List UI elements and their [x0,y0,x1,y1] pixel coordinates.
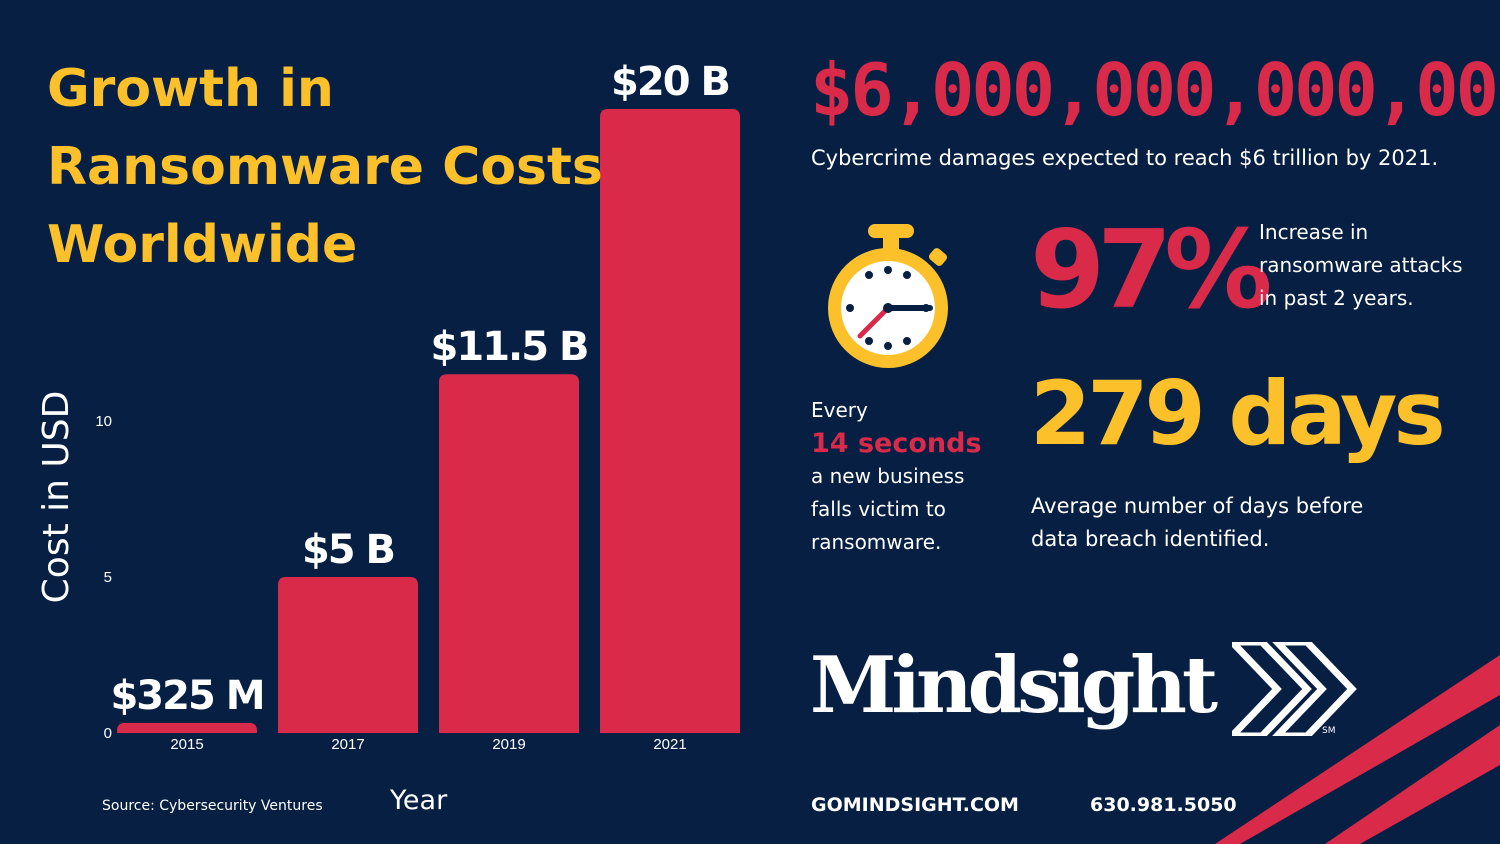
bar [600,109,740,733]
bar [439,374,579,733]
y-tick-label: 5 [104,569,112,586]
y-axis-label: Cost in USD [36,391,77,604]
x-tick-label: 2017 [331,736,364,753]
caption-line: Average number of days before [1031,494,1364,518]
data-label: $20 B [611,59,729,105]
data-label: $5 B [302,527,394,573]
stopwatch-icon [828,224,948,368]
caption-line: ransomware. [811,530,942,554]
seconds-highlight: 14 seconds [811,428,982,459]
x-axis-label: Year [390,785,448,816]
x-tick-label: 2015 [170,736,203,753]
every-seconds-stat: Every 14 seconds a new business falls vi… [811,394,982,559]
x-tick-label: 2021 [653,736,686,753]
chart-title: Growth in Ransomware Costs Worldwide [47,59,603,275]
big-number: $6,000,000,000,000 [810,48,1500,132]
source-note: Source: Cybersecurity Ventures [102,798,323,814]
caption-line: ransomware attacks [1259,253,1463,277]
percent-stat: 97% [1030,208,1272,333]
days-stat: 279 days [1030,362,1446,465]
caption-line: in past 2 years. [1259,286,1414,310]
caption-line: Increase in [1259,220,1369,244]
service-mark: SM [1322,726,1336,736]
website-link[interactable]: GOMINDSIGHT.COM [811,794,1019,816]
bar [278,577,418,733]
decorative-stripes [1215,655,1500,844]
phone-number: 630.981.5050 [1090,794,1237,816]
y-tick-label: 0 [104,725,112,742]
chevrons-icon [1232,642,1357,736]
mindsight-logo: Mindsight [810,640,1218,731]
big-number-caption: Cybercrime damages expected to reach $6 … [811,146,1439,170]
percent-caption: Increase in ransomware attacks in past 2… [1259,216,1463,315]
bar [117,722,257,733]
bar-chart: Cost in USD 0 5 10 $325 M 2015 $5 B 2017 $11.5 B… [36,59,740,753]
days-caption: Average number of days before data breac… [1031,490,1363,556]
data-label: $325 M [110,673,263,719]
y-tick-label: 10 [95,413,112,430]
x-tick-label: 2019 [492,736,525,753]
caption-line: falls victim to [811,497,946,521]
caption-line: data breach identified. [1031,527,1270,551]
caption-line: a new business [811,464,965,488]
data-label: $11.5 B [431,324,588,370]
caption-line: Every [811,398,868,422]
